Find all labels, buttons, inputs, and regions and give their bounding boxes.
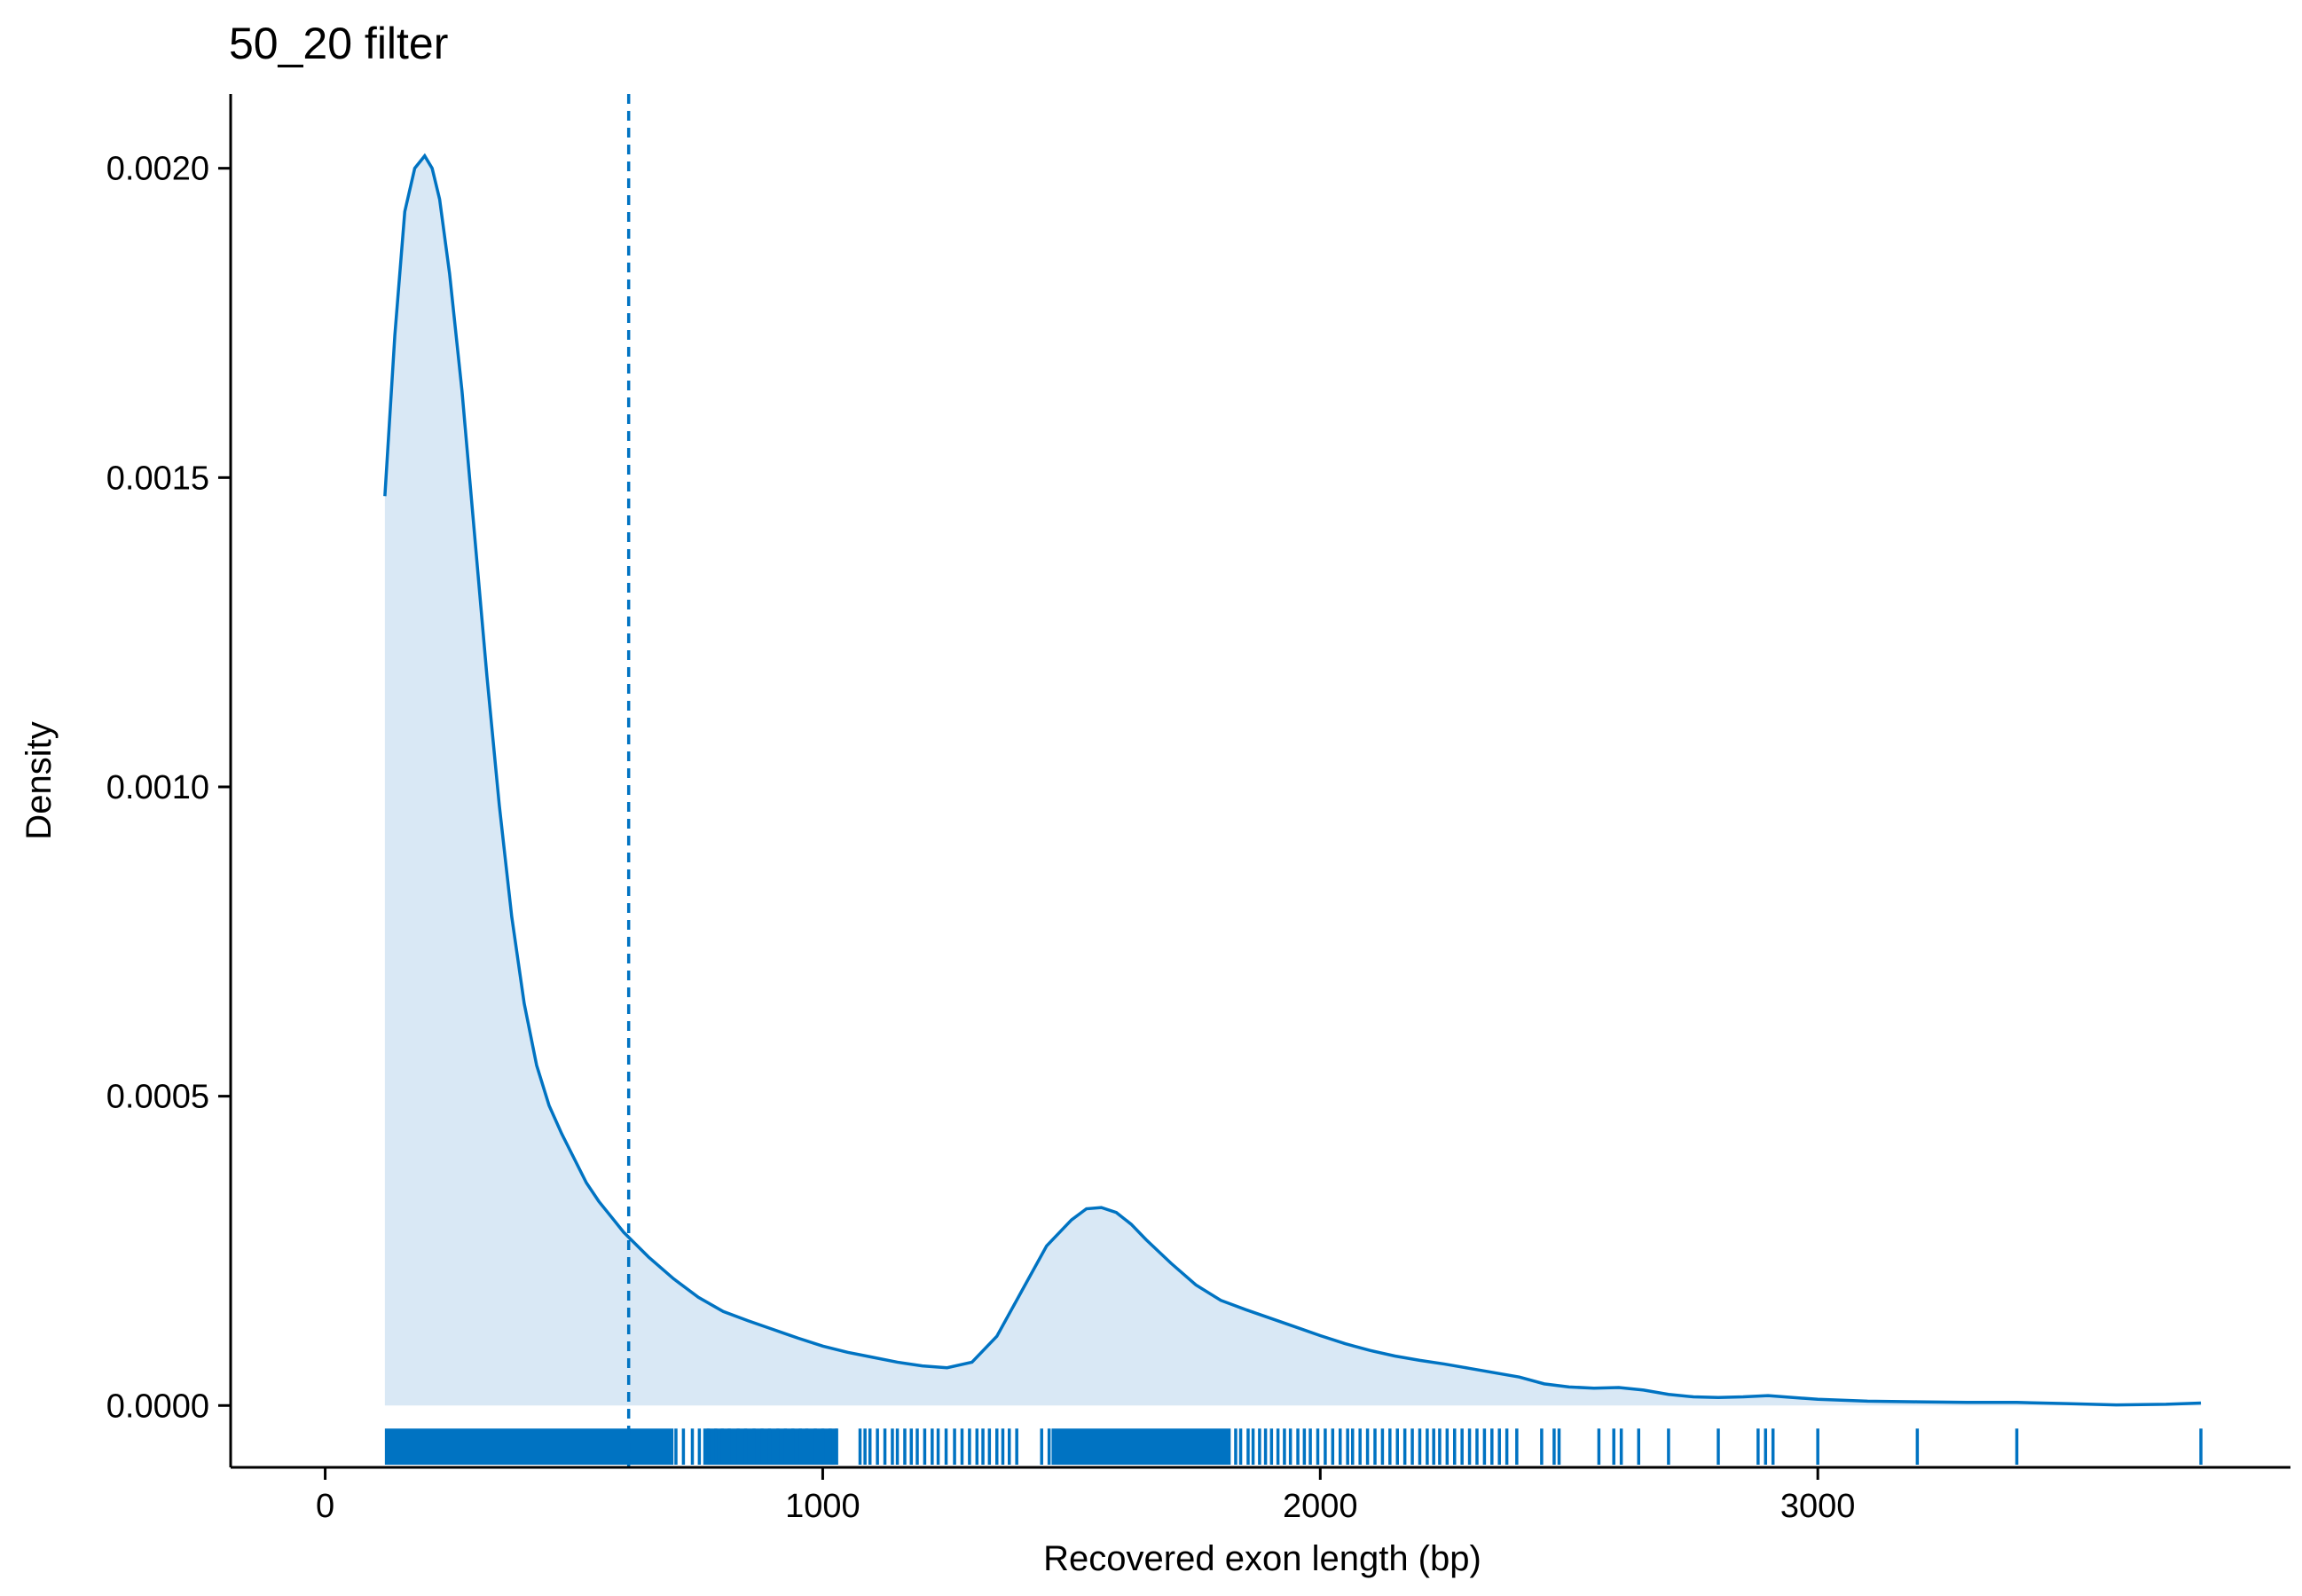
y-tick-label: 0.0000 — [106, 1388, 209, 1425]
x-axis-title: Recovered exon length (bp) — [1043, 1539, 1481, 1578]
y-axis-ticks: 0.0000 0.0005 0.0010 0.0015 0.0020 — [106, 151, 231, 1425]
density-area-fill — [384, 155, 2202, 1406]
y-tick-label: 0.0010 — [106, 769, 209, 806]
y-tick-label: 0.0020 — [106, 151, 209, 188]
x-tick-label: 1000 — [785, 1488, 860, 1525]
chart-title: 50_20 filter — [229, 19, 448, 68]
density-curve — [383, 153, 2202, 1407]
x-axis-ticks: 0 1000 2000 3000 — [316, 1467, 1855, 1525]
y-tick-label: 0.0015 — [106, 460, 209, 497]
rug-band-0 — [384, 1428, 674, 1465]
plot-area — [383, 94, 2203, 1467]
y-tick-label: 0.0005 — [106, 1079, 209, 1116]
x-tick-label: 3000 — [1780, 1488, 1856, 1525]
x-tick-label: 0 — [316, 1488, 334, 1525]
y-axis-title: Density — [20, 721, 59, 839]
rug-band-2 — [1051, 1428, 1231, 1465]
rug-layer — [384, 1428, 2203, 1465]
x-tick-label: 2000 — [1283, 1488, 1358, 1525]
